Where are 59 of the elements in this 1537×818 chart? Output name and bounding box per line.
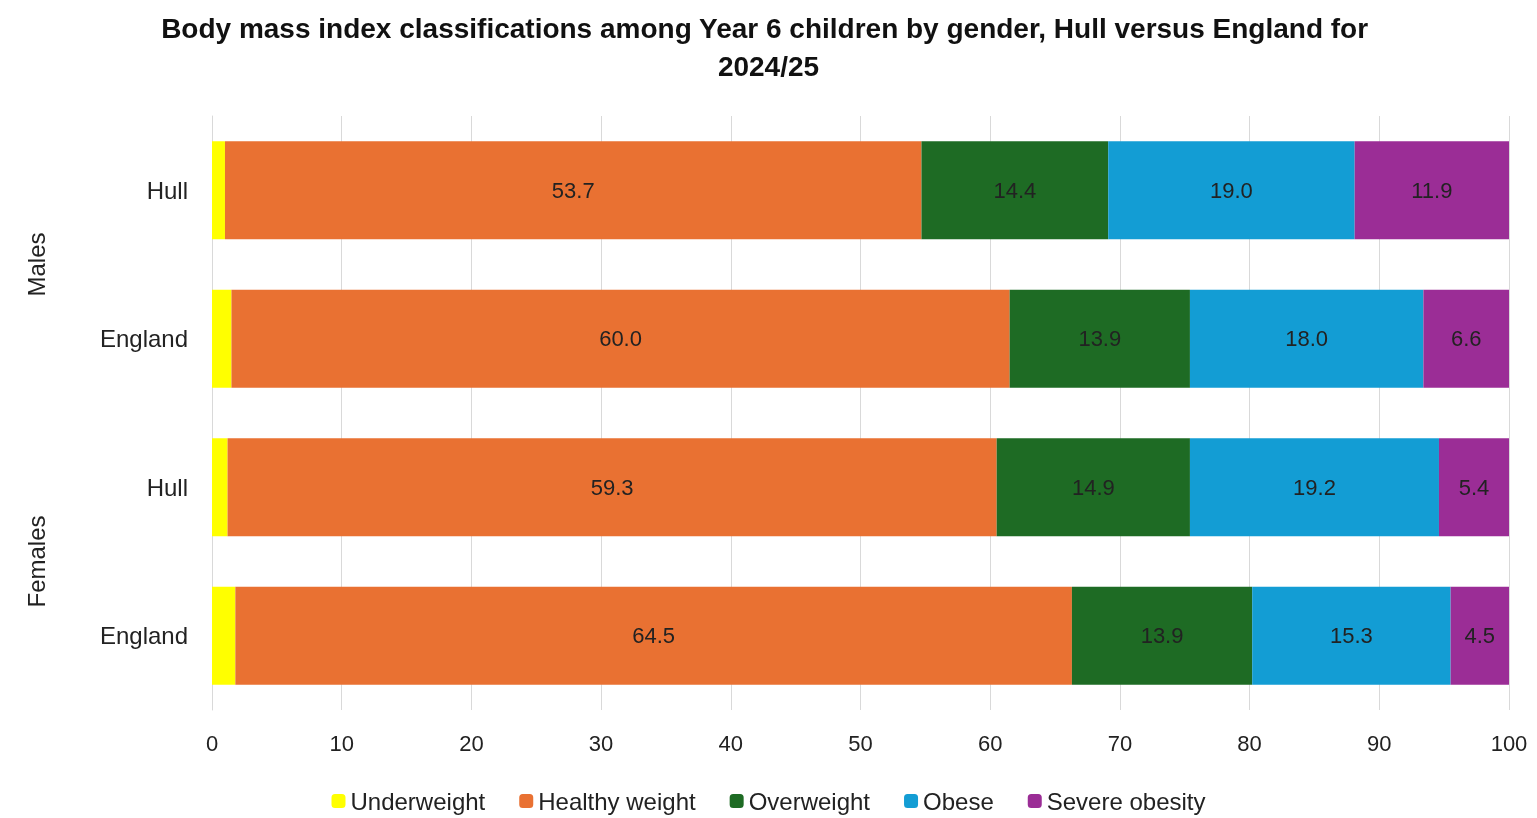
bar: [212, 289, 232, 388]
x-tick-label: 0: [205, 730, 219, 756]
bar: [1438, 438, 1509, 537]
bar: [1189, 438, 1439, 537]
data-label: 18.0: [1285, 326, 1329, 352]
bar: [212, 141, 225, 240]
data-label: 19.2: [1293, 474, 1336, 500]
data-label: 59.3: [590, 474, 634, 500]
x-tick-label: 30: [588, 730, 614, 756]
bar: [921, 141, 1109, 240]
text: Females: [22, 515, 50, 608]
data-label: 13.9: [1140, 623, 1184, 649]
legend-label: Underweight: [350, 787, 486, 815]
x-tick-label: 20: [459, 730, 484, 756]
x-tick-label: 70: [1107, 730, 1133, 756]
bar: [1354, 141, 1509, 240]
legend-label: Severe obesity: [1046, 787, 1206, 815]
x-tick-label: 10: [329, 730, 354, 756]
x-tick-label: 100: [1490, 730, 1528, 756]
y-tick-label: Hull: [146, 473, 188, 501]
data-label: 64.5: [632, 623, 676, 649]
bar: [1252, 586, 1451, 685]
bar: [1189, 289, 1424, 388]
bar: [224, 141, 922, 240]
bar: [231, 289, 1010, 388]
data-label: 60.0: [599, 326, 642, 352]
data-label: 13.9: [1078, 326, 1122, 352]
x-tick-label: 40: [718, 730, 744, 756]
chart-title: Body mass index classifications among Year 6 children by gender, Hull versus England for 2024/25: [161, 12, 1376, 82]
y-tick-label: England: [99, 622, 188, 650]
bar: [227, 438, 997, 537]
x-tick-label: 60: [977, 730, 1003, 756]
bar: [212, 438, 228, 537]
data-label: 11.9: [1411, 177, 1453, 203]
data-label: 6.6: [1450, 326, 1482, 352]
text: Males: [22, 232, 50, 297]
bar: [1450, 586, 1509, 685]
data-label: 53.7: [551, 177, 595, 203]
y-tick-label: Hull: [146, 176, 188, 204]
bar: [1071, 586, 1253, 685]
bar: [1423, 289, 1509, 388]
data-label: 19.0: [1210, 177, 1253, 203]
bar: [212, 586, 236, 685]
data-label: 4.5: [1464, 623, 1496, 649]
data-label: 14.9: [1071, 474, 1115, 500]
legend-label: Healthy weight: [538, 787, 696, 815]
legend-label: Overweight: [748, 787, 871, 815]
x-tick-label: 90: [1367, 730, 1392, 756]
bar: [235, 586, 1072, 685]
bar: [1009, 289, 1190, 388]
legend-label: Obese: [923, 787, 994, 815]
x-tick-label: 80: [1237, 730, 1262, 756]
bar: [1108, 141, 1355, 240]
data-label: 5.4: [1458, 474, 1490, 500]
bar: [996, 438, 1190, 537]
x-tick-label: 50: [848, 730, 873, 756]
data-label: 14.4: [993, 177, 1037, 203]
y-tick-label: England: [99, 325, 188, 353]
data-label: 15.3: [1330, 623, 1373, 649]
